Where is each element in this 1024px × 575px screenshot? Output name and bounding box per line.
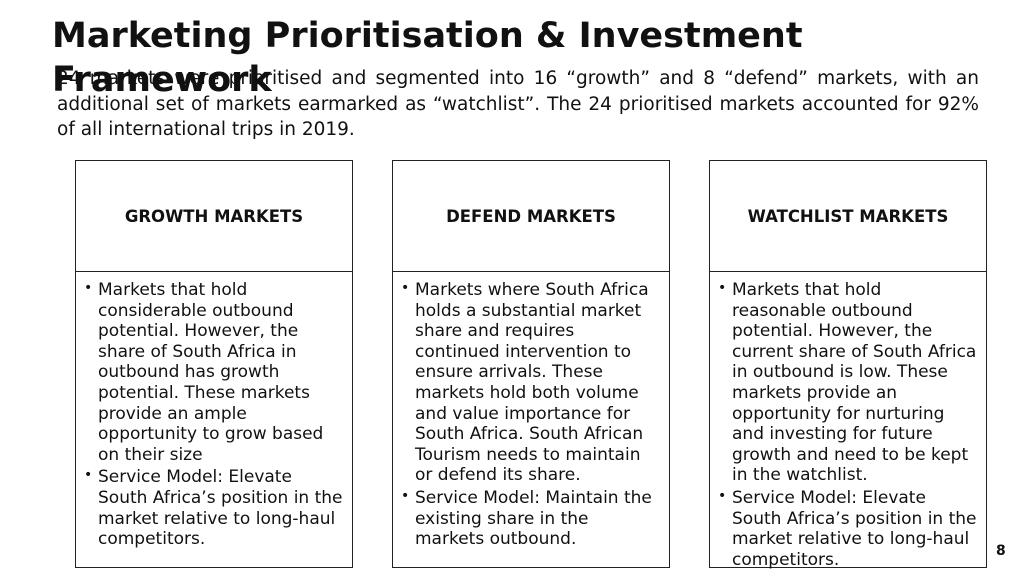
bullet: Service Model: Maintain the existing sha… <box>401 486 661 550</box>
bullet-list: Markets that hold reasonable outbound po… <box>710 272 986 570</box>
bullet: Markets where South Africa holds a subst… <box>401 278 661 486</box>
market-box: WATCHLIST MARKETSMarkets that hold reaso… <box>709 160 987 570</box>
bullet: Markets that hold considerable outbound … <box>84 278 344 465</box>
bullet-list: Markets that hold considerable outbound … <box>76 272 352 550</box>
market-box: DEFEND MARKETSMarkets where South Africa… <box>392 160 670 568</box>
title: Marketing Prioritisation & Investment Fr… <box>52 16 803 100</box>
box-heading: GROWTH MARKETS <box>76 161 352 272</box>
intro: 24 markets were prioritised and segmente… <box>57 68 979 140</box>
box-heading: WATCHLIST MARKETS <box>710 161 986 272</box>
page-number: 8 <box>996 543 1006 559</box>
bullet: Service Model: Elevate South Africa’s po… <box>718 486 978 570</box>
market-box: GROWTH MARKETSMarkets that hold consider… <box>75 160 353 568</box>
box-heading: DEFEND MARKETS <box>393 161 669 272</box>
bullet: Service Model: Elevate South Africa’s po… <box>84 465 344 549</box>
bullet: Markets that hold reasonable outbound po… <box>718 278 978 486</box>
bullet-list: Markets where South Africa holds a subst… <box>393 272 669 550</box>
